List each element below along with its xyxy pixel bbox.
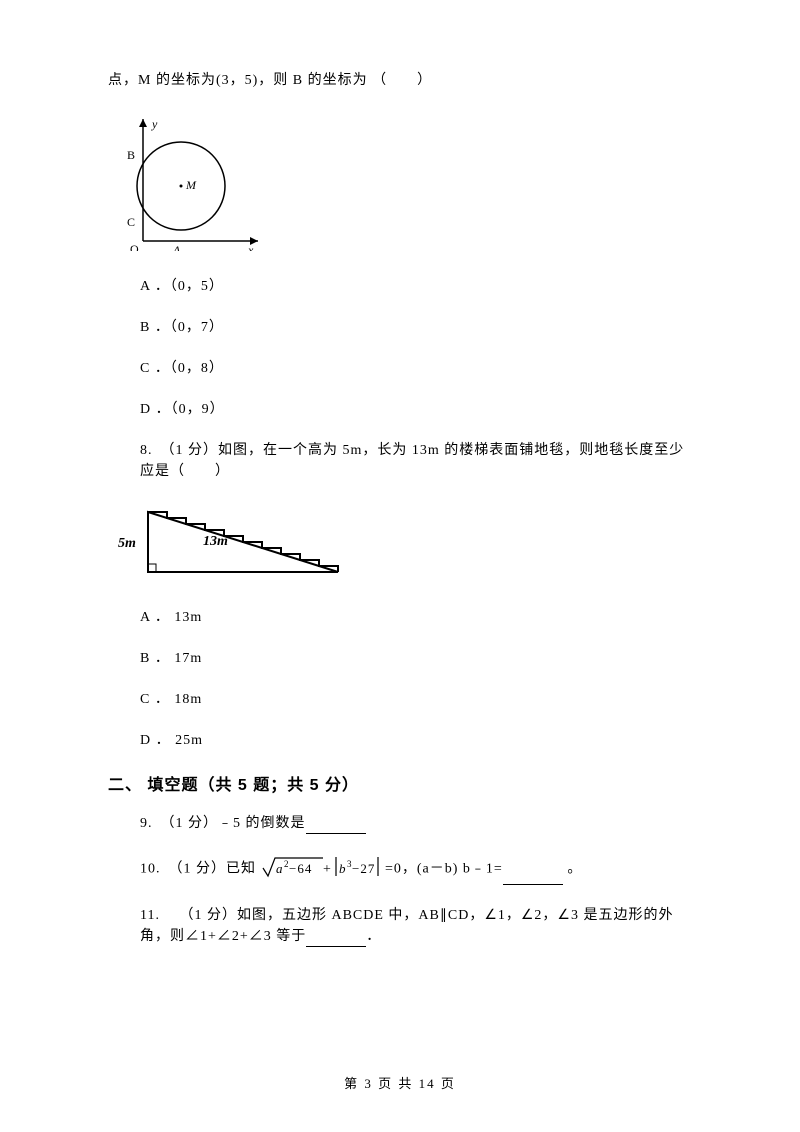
q8-diagram: 5m 13m — [118, 502, 692, 587]
q11-text-a: 11. （1 分）如图，五边形 ABCDE 中，AB∥CD，∠1，∠2，∠3 是… — [140, 908, 673, 944]
q10-text-a: 10. （1 分）已知 — [140, 862, 261, 877]
label-5m: 5m — [118, 536, 136, 551]
q8-option-c: C ． 18m — [108, 689, 692, 710]
label-C: C — [127, 215, 135, 229]
label-y: y — [151, 117, 158, 131]
svg-text:b: b — [339, 861, 347, 876]
q8-option-a: A ． 13m — [108, 607, 692, 628]
q7-option-d: D ．（0，9） — [108, 399, 692, 420]
label-x: x — [247, 243, 254, 251]
q10-formula: a 2 −64 + b 3 −27 — [261, 854, 381, 885]
label-B: B — [127, 148, 135, 162]
label-13m: 13m — [203, 534, 228, 549]
q11-text-b: ． — [366, 929, 381, 944]
svg-text:−27: −27 — [352, 861, 375, 876]
q9-line: 9. （1 分）﹣5 的倒数是 — [108, 813, 692, 834]
page-content: 点，M 的坐标为(3，5)，则 B 的坐标为 （ ） y x B C O A M… — [0, 0, 800, 947]
section2-title: 二、 填空题（共 5 题；共 5 分） — [108, 771, 692, 795]
q8-option-b: B ． 17m — [108, 648, 692, 669]
q10-text-b: =0，(a－b) b﹣1= — [381, 862, 503, 877]
q7-option-c: C ．（0，8） — [108, 358, 692, 379]
q9-text: 9. （1 分）﹣5 的倒数是 — [140, 816, 306, 831]
page-footer: 第 3 页 共 14 页 — [0, 1073, 800, 1092]
q10-line: 10. （1 分）已知 a 2 −64 + b 3 −27 =0，(a－b) b… — [108, 854, 692, 885]
q10-text-c: 。 — [563, 862, 583, 877]
q7-diagram: y x B C O A M — [118, 111, 692, 256]
q11-line: 11. （1 分）如图，五边形 ABCDE 中，AB∥CD，∠1，∠2，∠3 是… — [108, 905, 692, 947]
q11-blank — [306, 946, 366, 947]
svg-text:a: a — [276, 861, 284, 876]
label-M: M — [185, 178, 197, 192]
q8-intro: 8. （1 分）如图，在一个高为 5m，长为 13m 的楼梯表面铺地毯，则地毯长… — [108, 440, 692, 482]
svg-text:+: + — [323, 862, 332, 877]
q9-blank — [306, 833, 366, 834]
svg-text:−64: −64 — [289, 861, 312, 876]
q7-option-a: A ．（0，5） — [108, 276, 692, 297]
q7-intro: 点，M 的坐标为(3，5)，则 B 的坐标为 （ ） — [108, 70, 692, 91]
q7-option-b: B ．（0，7） — [108, 317, 692, 338]
label-O: O — [130, 242, 139, 251]
label-A: A — [172, 243, 181, 251]
q8-option-d: D ． 25m — [108, 730, 692, 751]
q10-blank — [503, 884, 563, 885]
